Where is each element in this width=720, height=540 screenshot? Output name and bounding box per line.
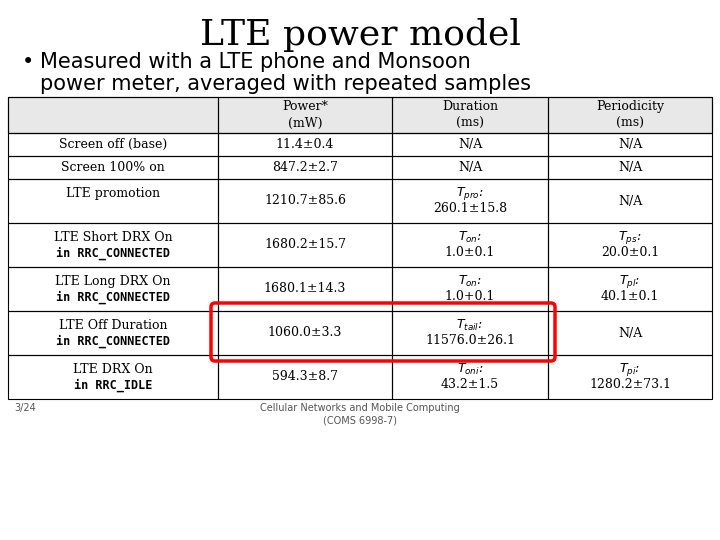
Bar xyxy=(548,267,712,311)
Bar xyxy=(392,223,548,267)
Bar xyxy=(8,133,218,156)
Text: Measured with a LTE phone and Monsoon: Measured with a LTE phone and Monsoon xyxy=(40,52,471,72)
Bar xyxy=(548,156,712,179)
Text: power meter, averaged with repeated samples: power meter, averaged with repeated samp… xyxy=(40,74,531,94)
Bar xyxy=(392,97,548,133)
Bar xyxy=(8,97,712,133)
Text: in RRC_CONNECTED: in RRC_CONNECTED xyxy=(56,246,170,260)
Text: 40.1±0.1: 40.1±0.1 xyxy=(600,291,660,303)
Text: 43.2±1.5: 43.2±1.5 xyxy=(441,379,499,392)
Bar xyxy=(218,156,392,179)
Bar xyxy=(218,97,392,133)
Text: Periodicity
(ms): Periodicity (ms) xyxy=(596,100,664,130)
Text: N/A: N/A xyxy=(618,327,642,340)
Text: LTE DRX On: LTE DRX On xyxy=(73,362,153,376)
Text: N/A: N/A xyxy=(618,138,642,151)
Text: Screen 100% on: Screen 100% on xyxy=(61,161,165,174)
Text: $T_{pro}$:: $T_{pro}$: xyxy=(456,185,484,201)
Text: •: • xyxy=(22,52,35,72)
Text: $T_{tail}$:: $T_{tail}$: xyxy=(456,318,484,333)
Text: 1.0±0.1: 1.0±0.1 xyxy=(445,246,495,259)
Text: 11576.0±26.1: 11576.0±26.1 xyxy=(425,334,515,347)
Text: 594.3±8.7: 594.3±8.7 xyxy=(272,370,338,383)
Text: $T_{pl}$:: $T_{pl}$: xyxy=(619,273,641,289)
Bar xyxy=(8,223,218,267)
Bar xyxy=(548,179,712,223)
Bar xyxy=(8,311,218,355)
Text: 847.2±2.7: 847.2±2.7 xyxy=(272,161,338,174)
Text: N/A: N/A xyxy=(618,194,642,207)
Text: LTE Off Duration: LTE Off Duration xyxy=(59,319,167,332)
Bar xyxy=(392,355,548,399)
Text: N/A: N/A xyxy=(618,161,642,174)
Text: Cellular Networks and Mobile Computing
(COMS 6998-7): Cellular Networks and Mobile Computing (… xyxy=(260,403,460,426)
Text: $T_{ps}$:: $T_{ps}$: xyxy=(618,228,642,246)
Bar xyxy=(392,133,548,156)
Text: $T_{oni}$:: $T_{oni}$: xyxy=(456,362,483,376)
Text: 1060.0±3.3: 1060.0±3.3 xyxy=(268,327,342,340)
Text: LTE Long DRX On: LTE Long DRX On xyxy=(55,274,171,288)
Text: N/A: N/A xyxy=(458,161,482,174)
Text: 260.1±15.8: 260.1±15.8 xyxy=(433,202,507,215)
Bar xyxy=(8,355,218,399)
Bar xyxy=(218,133,392,156)
Text: 1680.1±14.3: 1680.1±14.3 xyxy=(264,282,346,295)
Bar xyxy=(218,267,392,311)
Bar xyxy=(8,267,218,311)
Bar xyxy=(218,223,392,267)
Text: LTE Short DRX On: LTE Short DRX On xyxy=(54,231,172,244)
Text: 1210.7±85.6: 1210.7±85.6 xyxy=(264,194,346,207)
Text: in RRC_CONNECTED: in RRC_CONNECTED xyxy=(56,334,170,348)
Bar xyxy=(8,156,218,179)
Bar xyxy=(548,311,712,355)
Bar xyxy=(392,179,548,223)
Bar xyxy=(218,311,392,355)
Text: 1680.2±15.7: 1680.2±15.7 xyxy=(264,239,346,252)
Bar xyxy=(8,179,218,223)
Bar xyxy=(392,311,548,355)
Text: 1280.2±73.1: 1280.2±73.1 xyxy=(589,379,671,392)
Bar xyxy=(548,223,712,267)
Bar xyxy=(548,97,712,133)
Text: N/A: N/A xyxy=(458,138,482,151)
Bar xyxy=(548,355,712,399)
Text: 1.0+0.1: 1.0+0.1 xyxy=(445,291,495,303)
Bar xyxy=(392,267,548,311)
Bar xyxy=(392,156,548,179)
Bar xyxy=(548,133,712,156)
Text: $T_{on}$:: $T_{on}$: xyxy=(458,274,482,288)
Text: Power*
(mW): Power* (mW) xyxy=(282,100,328,130)
Text: Screen off (base): Screen off (base) xyxy=(59,138,167,151)
Text: Duration
(ms): Duration (ms) xyxy=(442,100,498,130)
Text: 3/24: 3/24 xyxy=(14,403,36,413)
Bar xyxy=(218,179,392,223)
Text: 20.0±0.1: 20.0±0.1 xyxy=(601,246,659,259)
Text: in RRC_CONNECTED: in RRC_CONNECTED xyxy=(56,290,170,303)
Bar xyxy=(218,355,392,399)
Text: LTE power model: LTE power model xyxy=(199,18,521,52)
Text: 11.4±0.4: 11.4±0.4 xyxy=(276,138,334,151)
Text: LTE promotion: LTE promotion xyxy=(66,187,160,200)
Text: $T_{pi}$:: $T_{pi}$: xyxy=(619,361,641,377)
Text: in RRC_IDLE: in RRC_IDLE xyxy=(74,378,152,392)
Text: $T_{on}$:: $T_{on}$: xyxy=(458,230,482,245)
Bar xyxy=(8,97,218,133)
